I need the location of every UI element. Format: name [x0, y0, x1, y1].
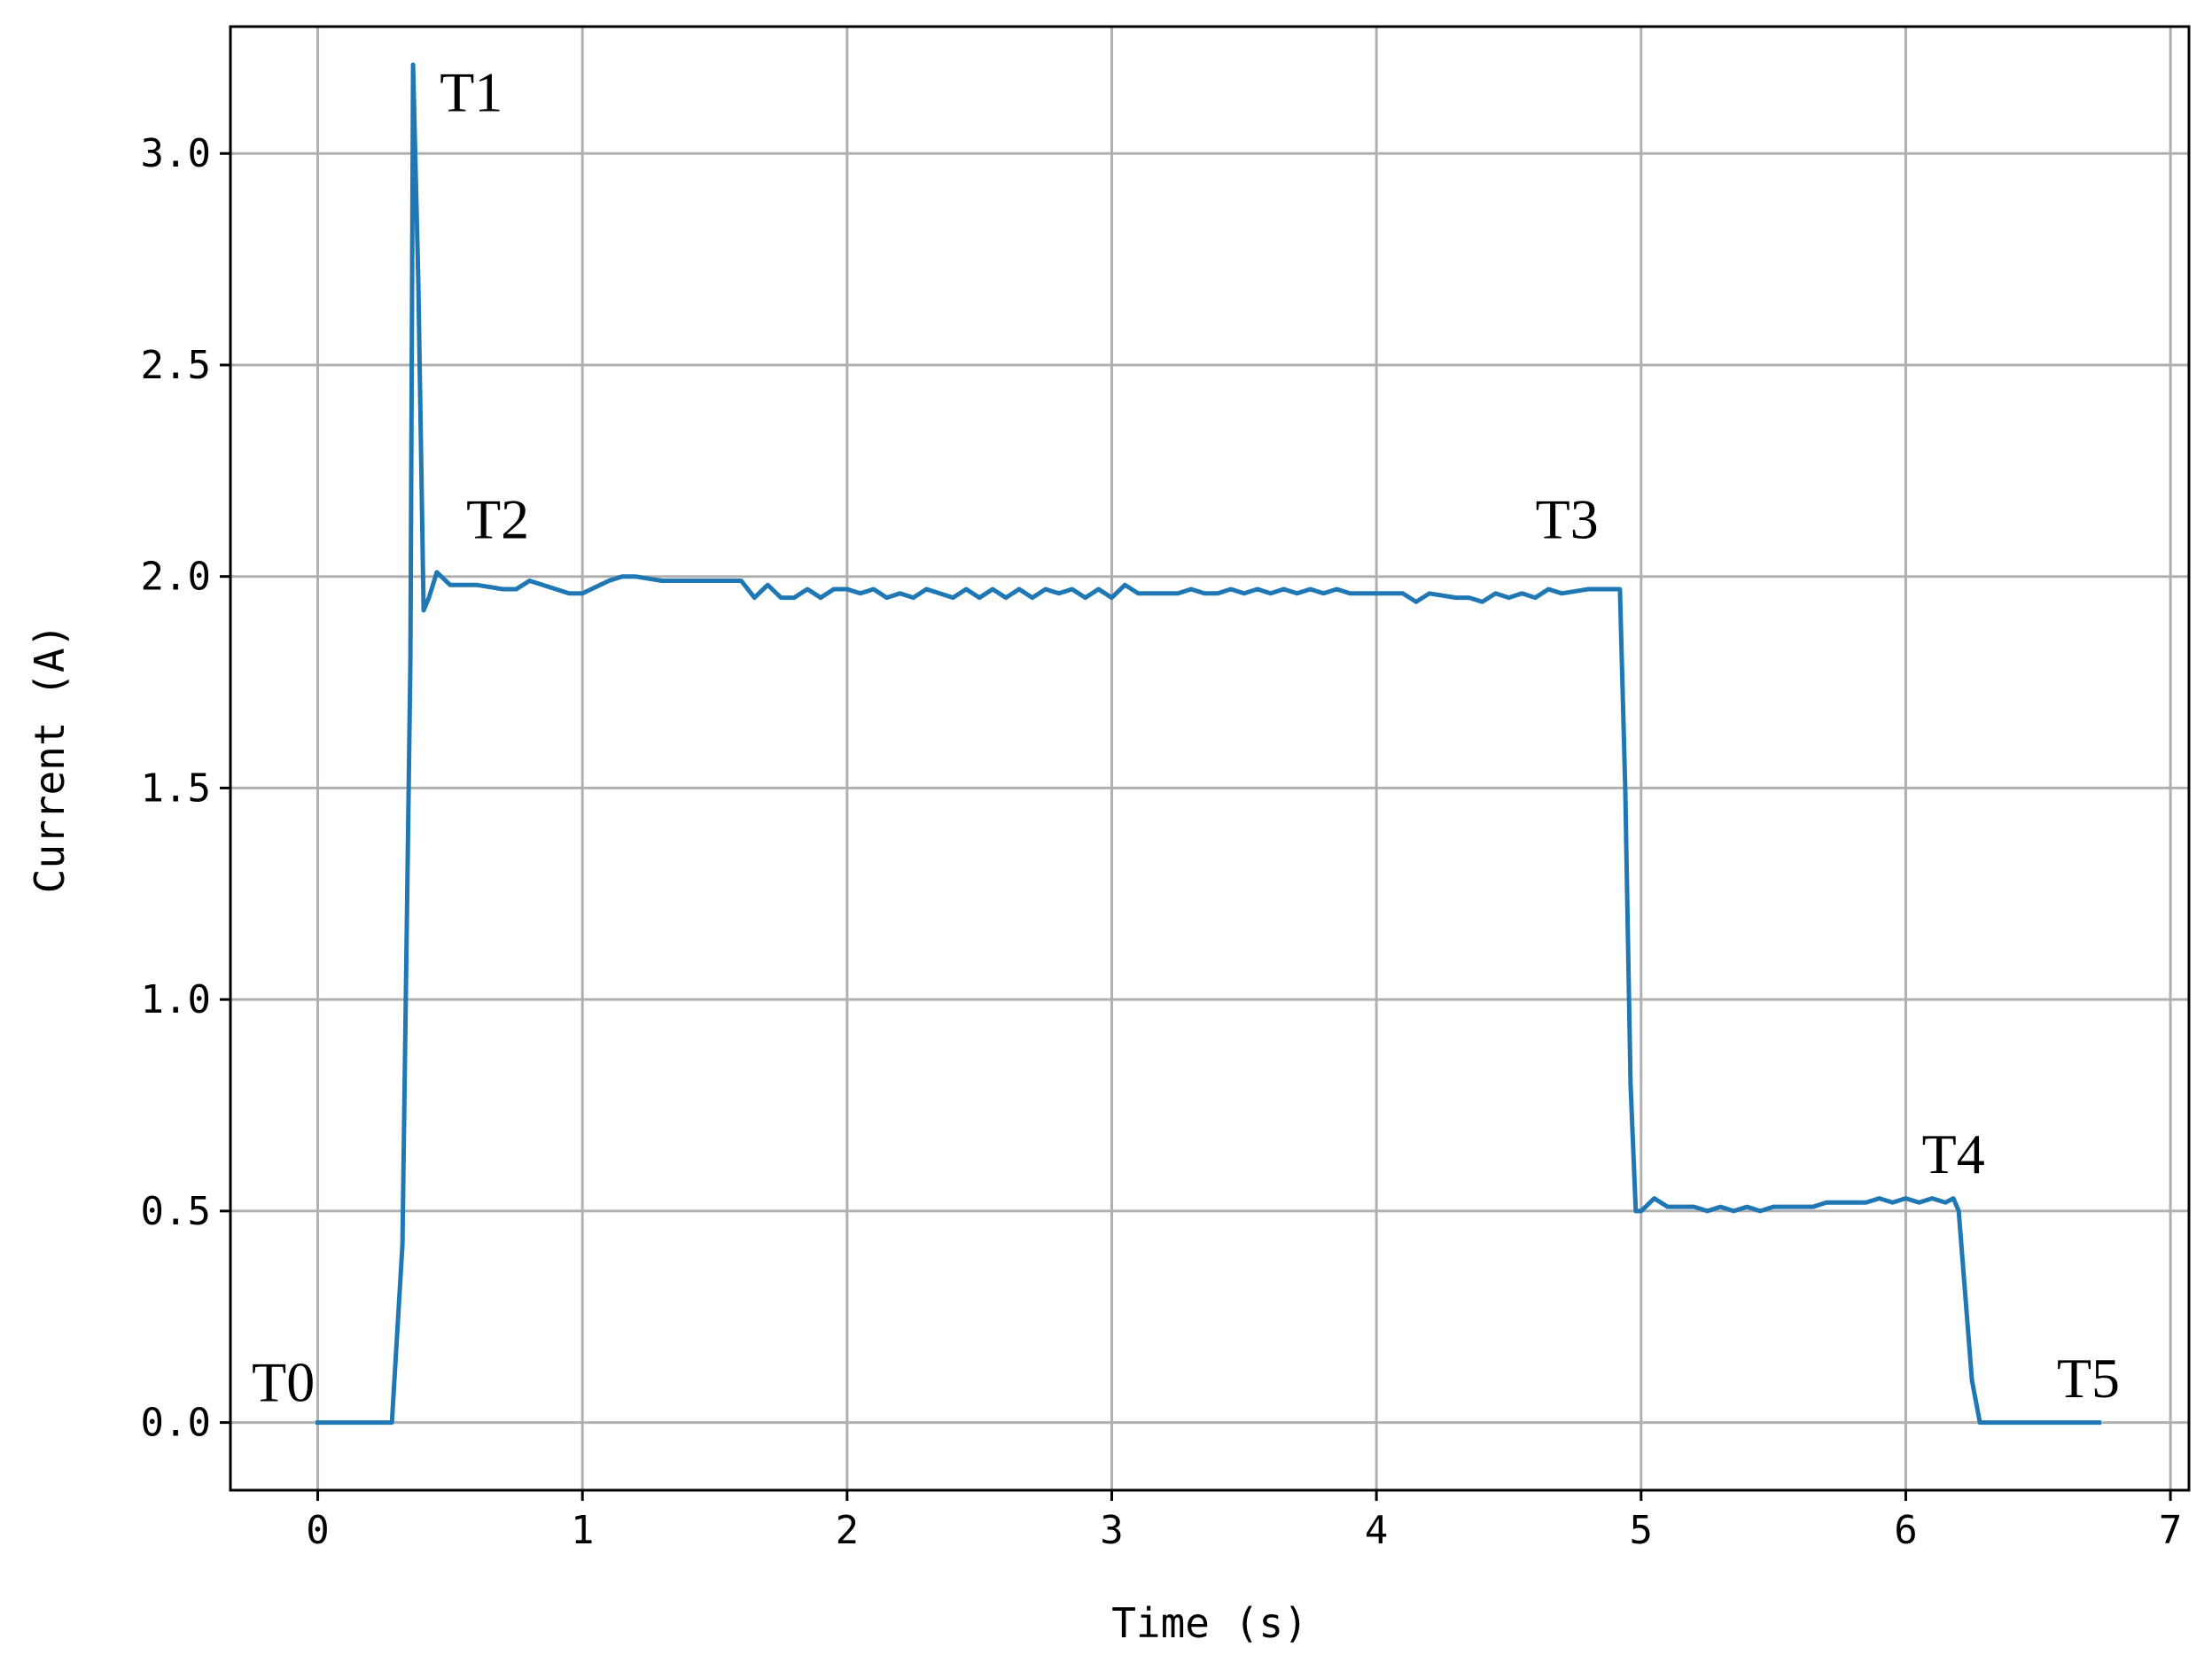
x-tick-label: 4	[1365, 1508, 1389, 1553]
annotation-label: T2	[466, 488, 529, 551]
x-tick-label: 1	[571, 1508, 595, 1553]
x-tick-label: 5	[1630, 1508, 1654, 1553]
y-tick-label: 2.5	[141, 343, 211, 388]
annotation-label: T5	[2057, 1347, 2120, 1410]
series-line	[315, 62, 2101, 1426]
x-tick-label: 0	[306, 1508, 330, 1553]
annotation-label: T1	[440, 60, 502, 123]
ticks: 0 1 2 3 4 5 6 7 0.0 0.5 1.0 1.5 2.0 2.5 3.0	[141, 131, 2183, 1553]
annotation-label: T4	[1922, 1123, 1985, 1185]
y-tick-label: 2.0	[141, 555, 211, 600]
x-tick-label: 6	[1894, 1508, 1918, 1553]
x-tick-label: 2	[836, 1508, 860, 1553]
y-tick-label: 1.0	[141, 977, 211, 1022]
y-tick-label: 0.0	[141, 1401, 211, 1446]
y-axis-label: Current (A)	[26, 624, 74, 894]
series-layer	[315, 62, 2101, 1426]
grid	[230, 27, 2189, 1490]
annotations: T0 T1 T2 T3 T4 T5	[252, 60, 2120, 1413]
y-tick-label: 1.5	[141, 765, 211, 811]
x-tick-label: 3	[1100, 1508, 1124, 1553]
annotation-label: T3	[1536, 488, 1599, 551]
annotation-label: T0	[252, 1351, 315, 1414]
y-tick-label: 0.5	[141, 1189, 211, 1234]
y-tick-label: 3.0	[141, 131, 211, 176]
x-tick-label: 7	[2159, 1508, 2183, 1553]
plot-frame	[229, 25, 2191, 1492]
x-axis-label: Time (s)	[1111, 1599, 1308, 1647]
